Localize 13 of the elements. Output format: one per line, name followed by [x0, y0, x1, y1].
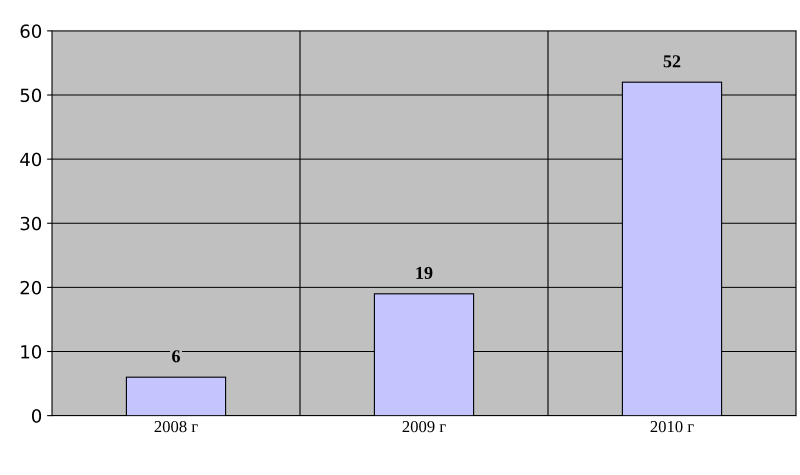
data-label: 52	[664, 55, 680, 68]
y-tick-label: 0	[32, 409, 42, 423]
y-tick-label: 10	[21, 344, 42, 359]
x-tick-label: 2009 г	[402, 420, 446, 432]
data-label: 19	[416, 266, 432, 280]
data-label: 6	[172, 350, 180, 362]
x-tick-label: 2010 г	[650, 420, 694, 432]
x-tick-label: 2008 г	[154, 420, 198, 432]
y-tick-label: 30	[20, 216, 42, 230]
y-tick-label: 60	[20, 24, 42, 38]
y-tick-label: 40	[20, 152, 42, 166]
y-tick-label: 20	[20, 280, 42, 294]
y-tick-label: 50	[20, 88, 42, 102]
